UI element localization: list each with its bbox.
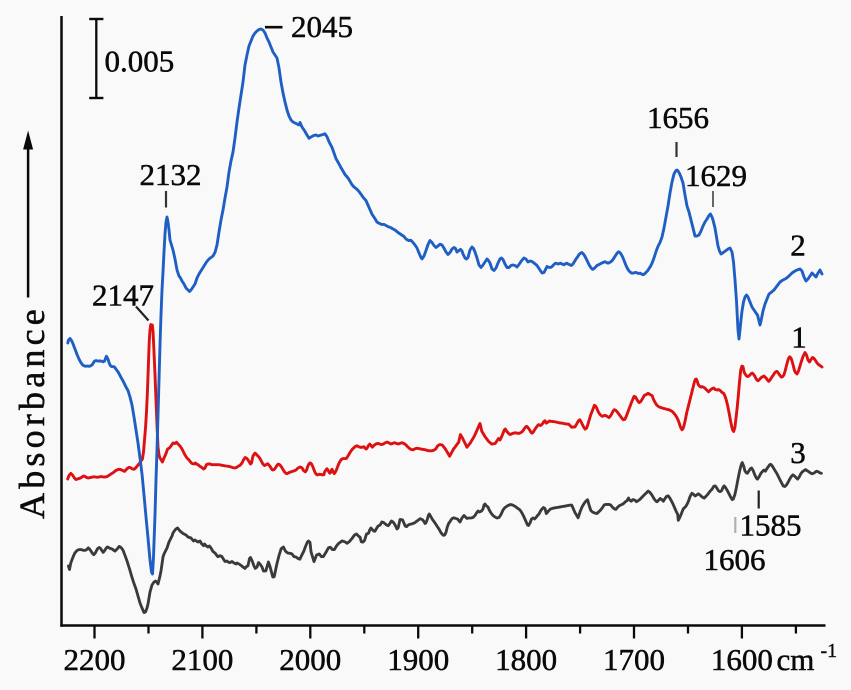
svg-text:1600: 1600 [711, 642, 773, 677]
svg-text:-1: -1 [821, 640, 838, 662]
svg-text:1900: 1900 [387, 642, 449, 677]
svg-text:2147: 2147 [92, 278, 154, 313]
svg-text:2100: 2100 [171, 642, 233, 677]
svg-text:2200: 2200 [64, 642, 126, 677]
svg-text:1: 1 [791, 320, 807, 355]
svg-text:1629: 1629 [685, 158, 747, 193]
svg-text:1800: 1800 [495, 642, 557, 677]
svg-text:1606: 1606 [704, 542, 766, 577]
svg-text:1656: 1656 [647, 100, 709, 135]
svg-text:cm: cm [777, 642, 815, 677]
svg-text:2: 2 [790, 228, 806, 263]
svg-text:Absorbance: Absorbance [12, 305, 52, 519]
svg-text:1700: 1700 [603, 642, 665, 677]
svg-text:3: 3 [790, 435, 806, 470]
svg-text:2045: 2045 [291, 9, 353, 44]
svg-text:0.005: 0.005 [105, 44, 175, 79]
svg-text:2000: 2000 [279, 642, 341, 677]
svg-text:2132: 2132 [140, 157, 202, 192]
svg-text:1585: 1585 [740, 508, 802, 543]
